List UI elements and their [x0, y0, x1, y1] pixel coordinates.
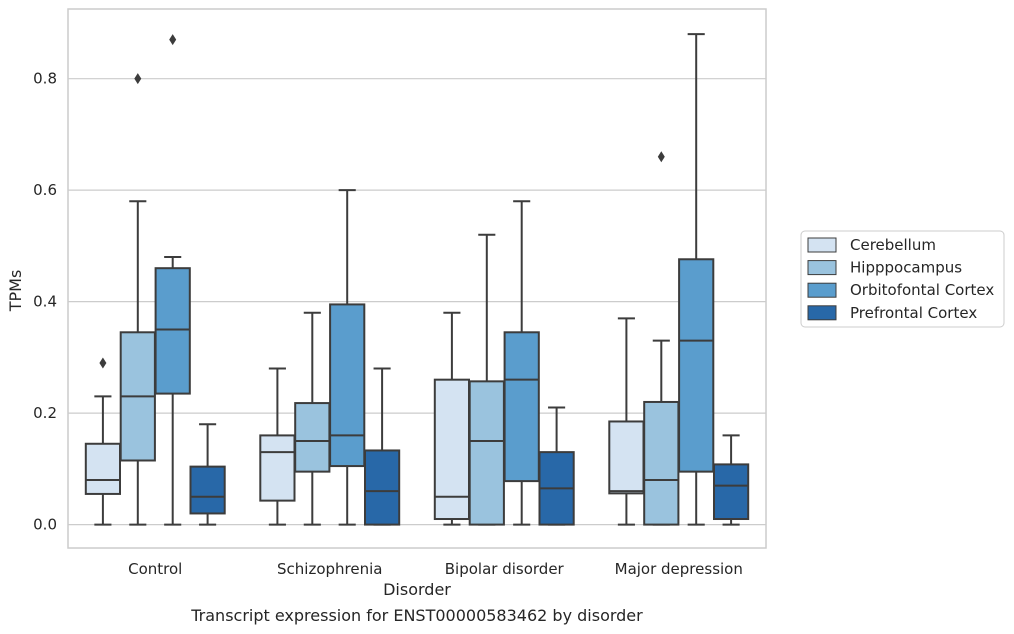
- x-tick-label: Major depression: [615, 560, 743, 578]
- x-tick-label: Control: [128, 560, 182, 578]
- outlier-point: [134, 73, 142, 85]
- box-iqr: [294, 402, 331, 473]
- y-tick-label: 0.0: [33, 516, 57, 534]
- x-axis-title: Disorder: [383, 580, 451, 599]
- box-iqr: [712, 463, 750, 521]
- y-axis-title: TPMs: [6, 270, 25, 313]
- box-iqr: [503, 331, 540, 483]
- outlier-point: [657, 151, 665, 163]
- box-iqr: [329, 303, 366, 468]
- box-iqr: [259, 434, 296, 502]
- x-tick-label: Bipolar disorder: [445, 560, 565, 578]
- legend-label: Prefrontal Cortex: [850, 304, 977, 322]
- legend-swatch: [807, 282, 837, 298]
- box-iqr: [84, 442, 122, 495]
- legend-label: Orbitofontal Cortex: [850, 281, 994, 299]
- x-tick-label: Schizophrenia: [277, 560, 382, 578]
- y-tick-label: 0.6: [33, 181, 57, 199]
- box-iqr: [363, 449, 401, 526]
- y-tick-label: 0.4: [33, 293, 57, 311]
- box-iqr: [433, 378, 471, 521]
- legend-label: Hipppocampus: [850, 259, 962, 277]
- outlier-point: [169, 34, 177, 46]
- y-tick-label: 0.2: [33, 404, 57, 422]
- box-iqr: [643, 400, 680, 526]
- plot-frame: [67, 8, 767, 549]
- legend-frame: [800, 230, 1005, 328]
- box-iqr: [678, 258, 715, 473]
- legend-swatch: [807, 305, 837, 321]
- box-iqr: [468, 380, 505, 526]
- box-iqr: [189, 465, 226, 515]
- legend-swatch: [807, 260, 837, 276]
- legend-swatch: [807, 237, 837, 253]
- outlier-point: [99, 357, 107, 369]
- chart-caption: Transcript expression for ENST0000058346…: [191, 606, 643, 625]
- y-tick-label: 0.8: [33, 70, 57, 88]
- box-iqr: [154, 267, 191, 395]
- legend-label: Cerebellum: [850, 236, 936, 254]
- box-iqr: [608, 420, 645, 495]
